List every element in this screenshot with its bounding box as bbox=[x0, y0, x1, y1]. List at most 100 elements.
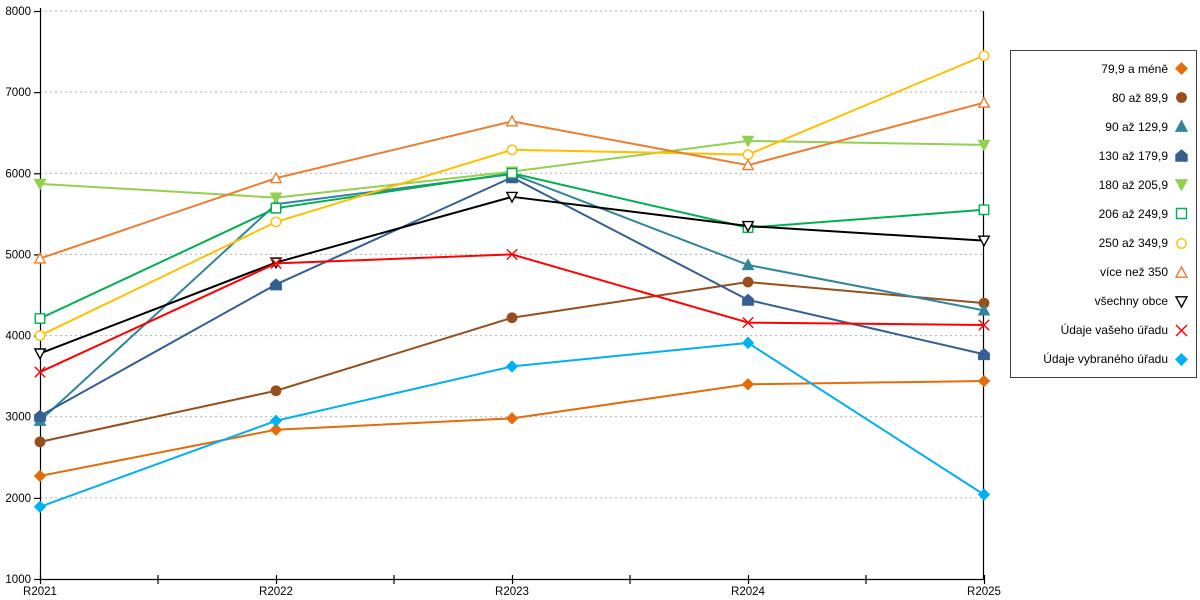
marker-triangle-up-icon bbox=[269, 171, 283, 184]
marker-triangle-up-icon bbox=[33, 251, 47, 264]
series-line bbox=[39, 176, 985, 417]
legend-marker-circle-icon bbox=[1176, 237, 1187, 249]
legend-marker-diamond-icon bbox=[1175, 62, 1188, 76]
legend-item-label: Údaje vašeho úřadu bbox=[1060, 323, 1168, 338]
marker-diamond-icon bbox=[977, 488, 991, 501]
legend-marker-pentagon-icon bbox=[1175, 149, 1188, 163]
series-9 bbox=[34, 248, 990, 378]
legend-item-4: 180 až 205,9 bbox=[1015, 170, 1189, 199]
marker-pentagon-icon bbox=[742, 293, 754, 306]
marker-diamond-icon bbox=[33, 500, 47, 513]
y-axis-tick-label: 7000 bbox=[5, 87, 31, 99]
marker-circle-icon bbox=[270, 385, 282, 397]
legend-item-label: 206 až 249,9 bbox=[1098, 206, 1168, 221]
legend-item-label: 180 až 205,9 bbox=[1098, 177, 1168, 192]
legend-marker-triangle-down-icon bbox=[1174, 295, 1189, 309]
legend-marker-triangle-down-icon bbox=[1174, 179, 1189, 192]
legend-item-label: 90 až 129,9 bbox=[1105, 119, 1168, 134]
x-axis-tick-label: R2025 bbox=[967, 586, 1001, 598]
legend-item-0: 79,9 a méně bbox=[1015, 54, 1189, 83]
marker-circle-icon bbox=[270, 216, 282, 228]
x-axis-tick-label: R2022 bbox=[259, 586, 293, 598]
marker-triangle-down-icon bbox=[505, 191, 519, 204]
legend-marker-triangle-up-icon bbox=[1174, 119, 1189, 133]
marker-x-icon bbox=[270, 257, 282, 270]
marker-circle-icon bbox=[506, 144, 518, 156]
marker-diamond-icon bbox=[505, 360, 519, 373]
marker-triangle-up-icon bbox=[977, 303, 991, 316]
series-10 bbox=[33, 336, 991, 513]
legend-item-label: 79,9 a méně bbox=[1101, 61, 1168, 76]
legend-marker-square-icon bbox=[1175, 208, 1188, 220]
marker-triangle-down-icon bbox=[741, 135, 755, 148]
marker-diamond-icon bbox=[741, 378, 755, 391]
legend-item-10: Údaje vybraného úřadu bbox=[1015, 345, 1189, 374]
legend-marker-x-icon bbox=[1175, 324, 1188, 337]
marker-triangle-up-icon bbox=[741, 158, 755, 171]
marker-square-icon bbox=[270, 202, 282, 214]
marker-square-icon bbox=[978, 204, 990, 216]
x-axis-tick-label: R2024 bbox=[731, 586, 765, 598]
marker-circle-icon bbox=[742, 149, 754, 161]
marker-x-icon bbox=[978, 319, 990, 331]
marker-circle-icon bbox=[34, 436, 46, 448]
y-axis-tick-label: 3000 bbox=[5, 412, 31, 424]
series-line bbox=[39, 380, 985, 477]
legend-item-label: všechny obce bbox=[1094, 294, 1168, 309]
legend-item-5: 206 až 249,9 bbox=[1015, 199, 1189, 228]
marker-circle-icon bbox=[506, 312, 518, 324]
marker-x-icon bbox=[506, 248, 518, 261]
series-6 bbox=[34, 50, 990, 341]
y-axis-tick-label: 5000 bbox=[5, 249, 31, 261]
legend-item-6: 250 až 349,9 bbox=[1015, 229, 1189, 258]
marker-triangle-down-icon bbox=[33, 348, 47, 361]
marker-square-icon bbox=[506, 167, 518, 179]
marker-diamond-icon bbox=[269, 423, 283, 436]
x-axis-tick-label: R2023 bbox=[495, 586, 529, 598]
marker-pentagon-icon bbox=[34, 409, 46, 422]
series-2 bbox=[33, 167, 991, 426]
marker-triangle-up-icon bbox=[505, 114, 519, 127]
chart-legend: 79,9 a méně 80 až 89,9 90 až 129,9 130 až 1… bbox=[1010, 50, 1197, 378]
legend-item-9: Údaje vašeho úřadu bbox=[1015, 316, 1189, 345]
marker-triangle-down-icon bbox=[977, 139, 991, 152]
series-7 bbox=[33, 96, 991, 264]
series-0 bbox=[33, 374, 991, 483]
legend-item-label: 130 až 179,9 bbox=[1098, 148, 1168, 163]
legend-marker-diamond-icon bbox=[1175, 352, 1188, 366]
marker-x-icon bbox=[742, 316, 754, 329]
marker-diamond-icon bbox=[741, 336, 755, 350]
x-axis-tick-label: R2021 bbox=[23, 586, 57, 598]
marker-triangle-down-icon bbox=[741, 220, 755, 233]
marker-diamond-icon bbox=[33, 469, 47, 483]
axes: 1000 2000 3000 4000 5000 6000 7000 8000 R2021 R20… bbox=[5, 6, 1001, 598]
marker-x-icon bbox=[34, 366, 46, 378]
marker-diamond-icon bbox=[505, 412, 519, 425]
marker-diamond-icon bbox=[977, 374, 991, 388]
marker-triangle-down-icon bbox=[977, 235, 991, 248]
y-axis-tick-label: 2000 bbox=[5, 493, 31, 505]
y-axis-tick-label: 6000 bbox=[5, 168, 31, 180]
legend-item-3: 130 až 179,9 bbox=[1015, 141, 1189, 170]
marker-circle-icon bbox=[742, 276, 754, 288]
marker-pentagon-icon bbox=[270, 278, 282, 291]
marker-triangle-down-icon bbox=[269, 192, 283, 205]
y-axis-tick-label: 8000 bbox=[5, 6, 31, 18]
legend-marker-triangle-up-icon bbox=[1174, 265, 1189, 278]
legend-item-8: všechny obce bbox=[1015, 287, 1189, 316]
y-axis-tick-label: 4000 bbox=[5, 331, 31, 343]
legend-item-label: Údaje vybraného úřadu bbox=[1043, 352, 1168, 367]
marker-circle-icon bbox=[34, 330, 46, 341]
marker-square-icon bbox=[34, 313, 46, 324]
legend-marker-circle-icon bbox=[1176, 92, 1187, 104]
legend-item-2: 90 až 129,9 bbox=[1015, 112, 1189, 141]
series-8 bbox=[33, 191, 991, 361]
legend-item-label: 80 až 89,9 bbox=[1111, 90, 1168, 105]
legend-item-label: více než 350 bbox=[1099, 265, 1168, 280]
y-axis-tick-label: 1000 bbox=[5, 574, 31, 586]
legend-item-1: 80 až 89,9 bbox=[1015, 83, 1189, 112]
marker-triangle-up-icon bbox=[977, 96, 991, 108]
marker-diamond-icon bbox=[269, 414, 283, 427]
